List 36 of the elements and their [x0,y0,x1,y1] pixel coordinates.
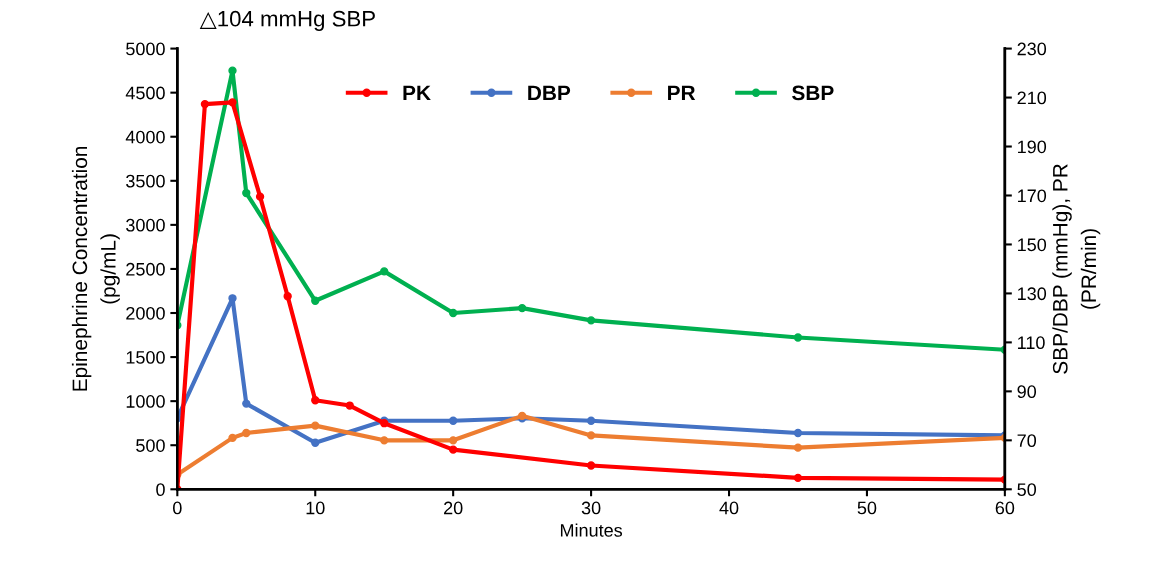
y2-tick-label: 130 [1018,287,1047,301]
y2-tick-label: 110 [1018,336,1045,350]
legend-label: SBP [792,85,834,101]
y-tick-label: 0 [156,483,165,497]
x-tick-label: 60 [995,501,1015,515]
legend-label: PR [668,85,696,101]
y2-tick-label: 190 [1018,140,1047,154]
text: △104 mmHg SBP [199,10,375,31]
x-tick-label: 30 [581,501,601,515]
y2-tick-label: 50 [1017,483,1037,497]
y-tick-label: 5000 [126,42,165,56]
y-tick-label: 4500 [125,86,165,100]
y2-tick-label: 230 [1017,42,1047,56]
y-tick-label: 4000 [125,130,165,144]
y2-tick-label: 90 [1017,385,1037,399]
y2-axis-title: SBP/DBP (mmHg), PR (PR/min) [1052,164,1101,374]
y-tick-label: 500 [136,439,165,452]
x-axis-title: Minutes [560,523,623,537]
x-tick-label: 20 [444,501,463,515]
y-tick-label: 3000 [126,218,165,232]
y-tick-label: 2500 [126,262,165,276]
x-tick-label: 40 [719,501,739,515]
y2-tick-label: 150 [1018,238,1047,252]
y-axis-title: Epinephrine Concentration (pg/mL) [71,146,120,391]
x-tick-label: 0 [173,501,182,515]
y-tick-label: 1500 [126,351,165,364]
legend-label: PK [403,85,431,101]
y2-tick-label: 70 [1017,434,1037,448]
y-tick-label: 1000 [126,395,165,408]
y2-tick-label: 210 [1017,91,1047,105]
legend-label: DBP [528,85,571,101]
y2-tick-label: 170 [1018,189,1047,203]
x-tick-label: 50 [857,501,877,515]
x-tick-label: 10 [306,501,325,515]
y-tick-label: 2000 [126,306,165,320]
y-tick-label: 3500 [126,174,165,188]
